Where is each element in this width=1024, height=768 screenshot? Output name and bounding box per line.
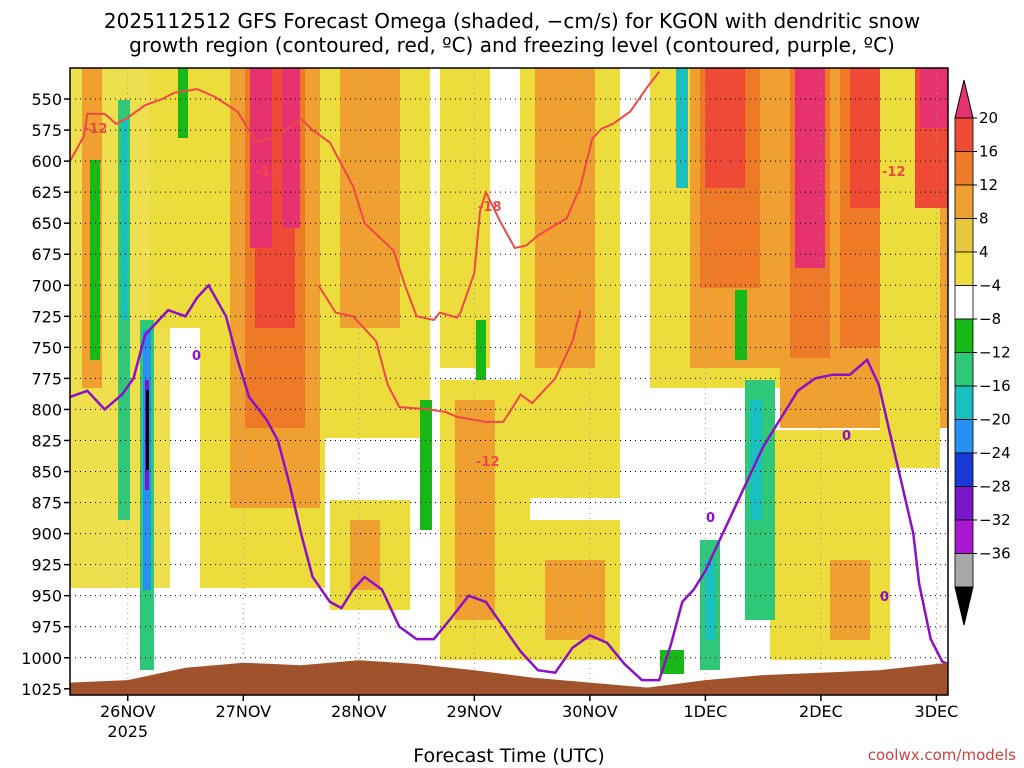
colorbar-tick-label: −4 — [979, 277, 1001, 295]
y-tick-label: 775 — [31, 369, 62, 388]
dendritic-growth-contour-lower — [317, 284, 582, 423]
x-tick-label: 2DEC — [799, 702, 843, 721]
freezing-label: 0 — [192, 349, 201, 364]
colorbar-segment — [954, 385, 974, 420]
colorbar-segment — [954, 218, 974, 253]
dendritic-label: -12 — [256, 165, 280, 180]
colorbar-segment — [954, 553, 974, 588]
colorbar-tick-label: 4 — [979, 243, 989, 261]
y-tick-label: 675 — [31, 245, 62, 264]
x-tick-label: 29NOV — [447, 702, 503, 721]
x-tick-label: 28NOV — [331, 702, 387, 721]
y-tick-label: 1025 — [21, 680, 62, 699]
x-tick-label: 1DEC — [684, 702, 728, 721]
freezing-level-contour — [70, 283, 948, 682]
credit-text: coolwx.com/models — [868, 746, 1016, 764]
x-axis-label: Forecast Time (UTC) — [413, 745, 604, 767]
colorbar-tick-label: 20 — [979, 109, 998, 127]
freezing-label: 0 — [706, 511, 715, 526]
terrain — [70, 660, 948, 695]
dendritic-label: -12 — [716, 155, 740, 170]
y-tick-label: 875 — [31, 494, 62, 513]
colorbar-segment — [954, 117, 974, 152]
colorbar-segment — [954, 318, 974, 353]
colorbar-tick-label: −20 — [979, 411, 1011, 429]
x-tick-label: 26NOV — [100, 702, 156, 721]
plot-frame — [69, 67, 949, 696]
x-tick-label: 27NOV — [215, 702, 271, 721]
colorbar-segment — [954, 352, 974, 387]
y-axis: 550 575 600 625 650 675 700 725 750 775 800 825 850 8… — [21, 90, 70, 699]
x-tick-sublabel: 2025 — [107, 722, 148, 741]
colorbar-bottom-arrow — [954, 586, 974, 626]
y-tick-label: 575 — [31, 121, 62, 140]
y-tick-label: 850 — [31, 463, 62, 482]
dendritic-label: -12 — [84, 122, 108, 137]
contour-labels: -12 -12 -18 -12 -12 -12 0 0 0 0 — [84, 122, 906, 605]
y-tick-label: 950 — [31, 587, 62, 606]
colorbar-segment — [954, 151, 974, 186]
dendritic-label-extra: -18 — [478, 200, 502, 215]
chart-title-line-1: 2025112512 GFS Forecast Omega (shaded, −… — [104, 9, 920, 33]
colorbar-tick-label: 12 — [979, 176, 998, 194]
colorbar-tick-label: −24 — [979, 444, 1011, 462]
colorbar-tick-label: −28 — [979, 478, 1011, 496]
freezing-label: 0 — [842, 429, 851, 444]
colorbar: 20 16 12 8 4 −4 −8 −12 −16 −20 −24 −28 −32 −36 — [954, 79, 1011, 626]
dendritic-label: -12 — [882, 165, 906, 180]
colorbar-tick-label: −12 — [979, 344, 1011, 362]
y-tick-label: 625 — [31, 183, 62, 202]
dendritic-growth-contour — [70, 71, 660, 322]
y-tick-label: 975 — [31, 618, 62, 637]
chart-title-line-2: growth region (contoured, red, ºC) and f… — [129, 33, 895, 57]
y-tick-label: 725 — [31, 307, 62, 326]
y-tick-label: 600 — [31, 152, 62, 171]
y-tick-label: 900 — [31, 525, 62, 544]
freezing-label: 0 — [880, 590, 889, 605]
y-tick-label: 700 — [31, 276, 62, 295]
colorbar-tick-label: 16 — [979, 143, 998, 161]
x-tick-label: 3DEC — [915, 702, 959, 721]
colorbar-segment — [954, 251, 974, 286]
dendritic-label: -12 — [476, 455, 500, 470]
colorbar-segment — [954, 285, 974, 320]
colorbar-segment — [954, 419, 974, 454]
y-tick-label: 1000 — [21, 649, 62, 668]
y-tick-label: 825 — [31, 431, 62, 450]
colorbar-segment — [954, 184, 974, 219]
y-tick-label: 750 — [31, 338, 62, 357]
colorbar-tick-label: −36 — [979, 545, 1011, 563]
omega-shading — [70, 68, 948, 674]
colorbar-tick-label: −8 — [979, 310, 1001, 328]
colorbar-tick-label: 8 — [979, 210, 989, 228]
colorbar-tick-label: −32 — [979, 511, 1011, 529]
colorbar-segment — [954, 519, 974, 554]
plot-area — [69, 67, 949, 696]
y-tick-label: 550 — [31, 90, 62, 109]
y-tick-label: 650 — [31, 214, 62, 233]
colorbar-segment — [954, 486, 974, 521]
colorbar-segment — [954, 452, 974, 487]
colorbar-tick-label: −16 — [979, 377, 1011, 395]
colorbar-top-arrow — [954, 79, 974, 119]
y-tick-label: 925 — [31, 556, 62, 575]
y-tick-label: 800 — [31, 400, 62, 419]
x-tick-label: 30NOV — [562, 702, 618, 721]
